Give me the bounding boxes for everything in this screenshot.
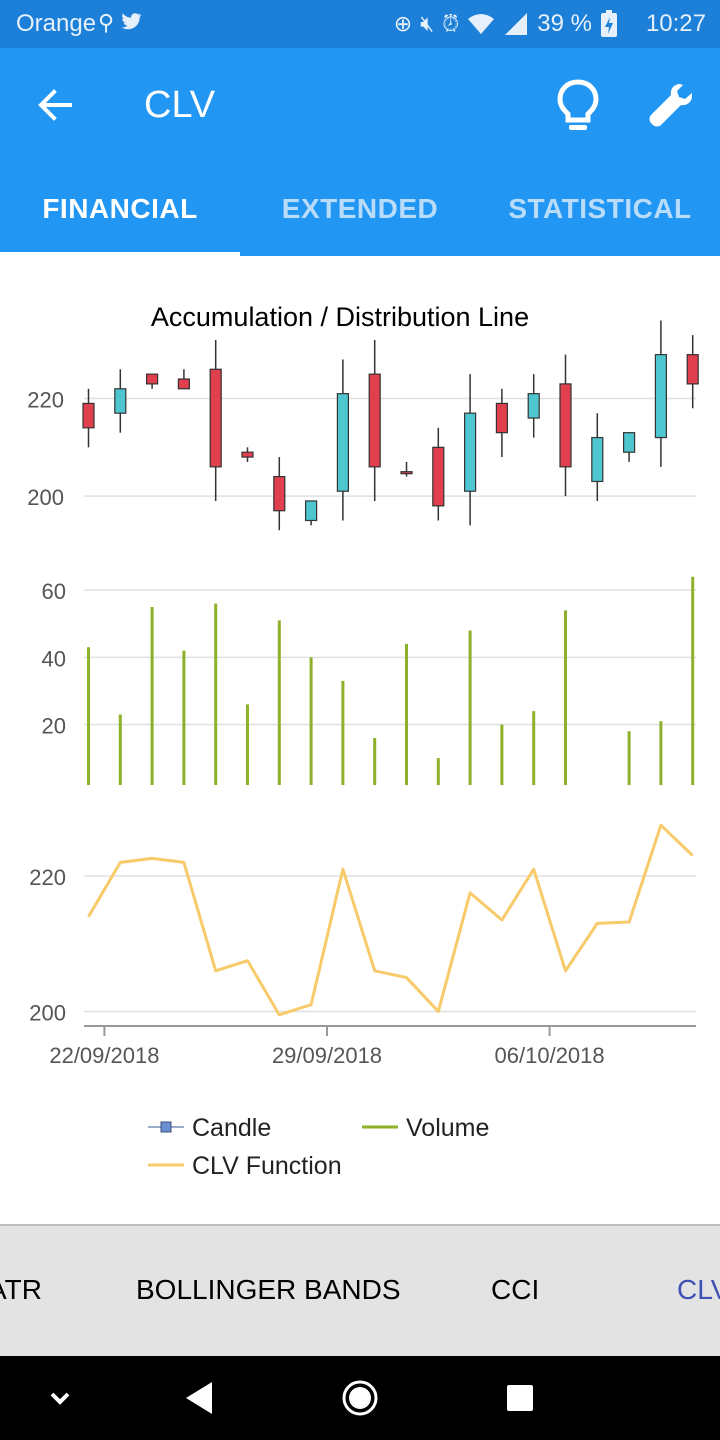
legend-volume-label: Volume — [406, 1114, 489, 1142]
settings-button[interactable] — [644, 76, 700, 136]
arrow-back-icon — [38, 89, 72, 121]
indicator-tab-cci[interactable]: CCI — [491, 1274, 540, 1305]
battery-charging-icon — [600, 10, 617, 37]
clv-y-tick-label: 200 — [29, 1000, 66, 1025]
candle-body — [527, 393, 540, 419]
candle-body — [400, 471, 413, 475]
volume-y-tick-label: 20 — [42, 714, 66, 739]
candle-y-tick-label: 220 — [27, 388, 64, 413]
candle-body — [241, 451, 254, 458]
candle-body — [495, 402, 508, 434]
candle-body — [82, 402, 95, 429]
indicator-tab-atr[interactable]: ATR — [0, 1274, 42, 1305]
indicator-tab-strip: ATR BOLLINGER BANDS CCI CLV — [0, 1224, 720, 1356]
candle-body — [432, 446, 445, 507]
alarm-icon: ⏰︎ — [442, 11, 460, 36]
clv-function-line — [87, 823, 694, 1017]
app-bar: CLV FINANCIAL EXTENDED STATISTICAL — [0, 48, 720, 256]
candle-body — [559, 383, 572, 468]
indicator-tab-bollinger[interactable]: BOLLINGER BANDS — [136, 1274, 401, 1305]
candle-body — [368, 373, 381, 468]
back-button[interactable] — [30, 80, 80, 130]
legend-clv-label: CLV Function — [192, 1152, 342, 1180]
candle-body — [177, 378, 190, 390]
wrench-icon — [649, 84, 692, 127]
carrier-name: Orange — [16, 10, 97, 37]
candle-body — [591, 436, 604, 483]
nav-home-icon[interactable] — [336, 1374, 384, 1422]
clv-chart: Accumulation / Distribution Line 200 220 20… — [27, 302, 699, 1180]
tab-financial[interactable]: FINANCIAL — [42, 193, 198, 224]
status-left-icons: ⚲ — [98, 10, 142, 36]
x-tick-label: 29/09/2018 — [272, 1043, 382, 1068]
status-bar: Orange ⚲ ⊕ 🔇︎ ⏰︎ 39 % 10:27 — [0, 0, 720, 48]
legend-candle-marker — [160, 1121, 172, 1133]
tab-indicator — [0, 252, 240, 256]
candle-body — [336, 393, 349, 492]
candle-y-tick-label: 200 — [27, 485, 64, 510]
legend-candle-label: Candle — [192, 1114, 271, 1142]
volume-y-tick-label: 60 — [42, 579, 66, 604]
status-right-group: ⊕ 🔇︎ ⏰︎ 39 % 10:27 — [394, 10, 706, 38]
chart-area: Accumulation / Distribution Line 200 220 20… — [0, 256, 720, 1224]
candle-body — [209, 368, 222, 468]
system-nav-bar — [0, 1356, 720, 1440]
wifi-icon — [468, 14, 495, 34]
candle-body — [654, 354, 668, 439]
chart-title: Accumulation / Distribution Line — [151, 302, 529, 332]
candle-body — [622, 432, 636, 453]
candle-body — [146, 373, 159, 385]
usb-icon: ⚲ — [98, 10, 115, 35]
x-tick-label: 22/09/2018 — [49, 1043, 159, 1068]
page-title: CLV — [144, 84, 216, 126]
tab-statistical[interactable]: STATISTICAL — [508, 193, 692, 224]
candle-body — [114, 388, 127, 414]
hint-button[interactable] — [550, 76, 606, 136]
data-saver-icon: ⊕ — [393, 11, 413, 36]
nav-collapse-icon[interactable] — [36, 1374, 84, 1422]
indicator-tab-clv[interactable]: CLV — [677, 1274, 720, 1305]
signal-icon — [505, 13, 528, 35]
candle-body — [273, 475, 286, 512]
nav-recents-icon[interactable] — [496, 1374, 544, 1422]
battery-percent: 39 % — [537, 10, 592, 37]
mute-icon: 🔇︎ — [420, 11, 435, 36]
lightbulb-icon — [557, 79, 599, 130]
clock: 10:27 — [645, 10, 706, 37]
x-tick-label: 06/10/2018 — [495, 1043, 605, 1068]
tab-extended[interactable]: EXTENDED — [281, 193, 439, 224]
clv-y-tick-label: 220 — [29, 865, 66, 890]
tab-bar: FINANCIAL EXTENDED STATISTICAL — [0, 184, 720, 256]
candle-body — [686, 354, 699, 385]
candle-body — [305, 500, 318, 522]
twitter-icon — [121, 13, 142, 30]
candle-body — [464, 412, 477, 492]
nav-back-icon[interactable] — [176, 1374, 224, 1422]
volume-y-tick-label: 40 — [42, 646, 66, 671]
